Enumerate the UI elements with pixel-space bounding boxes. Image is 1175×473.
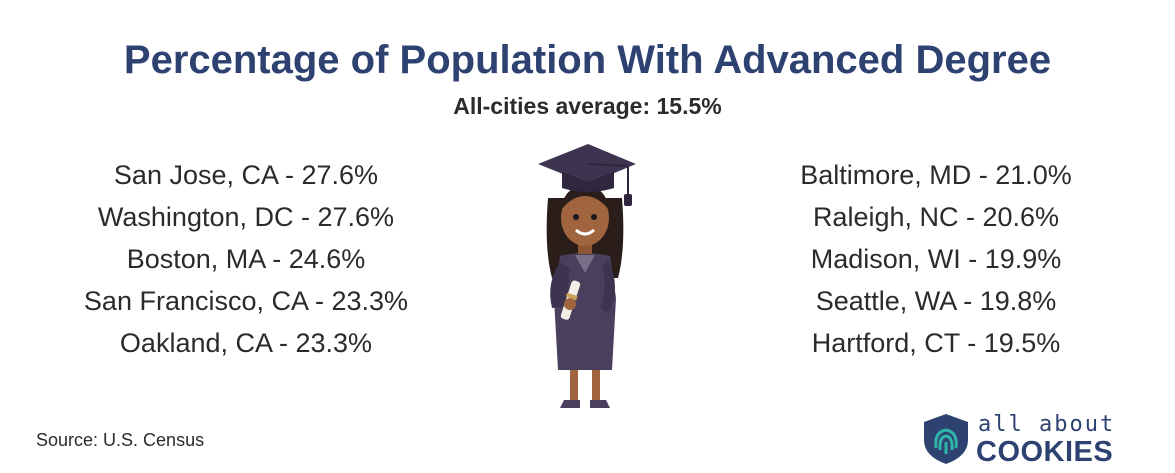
- city-stat-row: Seattle, WA - 19.8%: [815, 286, 1057, 316]
- chart-subtitle: All-cities average: 15.5%: [453, 93, 722, 119]
- city-stat-row: Madison, WI - 19.9%: [810, 244, 1062, 274]
- fingerprint-shield-icon: [924, 414, 968, 464]
- city-stat-row: Hartford, CT - 19.5%: [811, 328, 1061, 358]
- city-stat-row: Washington, DC - 27.6%: [97, 202, 395, 232]
- right-city-list: Baltimore, MD - 21.0% Raleigh, NC - 20.6%…: [726, 154, 1146, 364]
- city-stat-row: Raleigh, NC - 20.6%: [812, 202, 1060, 232]
- brand-logo: all about COOKIES: [922, 410, 1122, 468]
- city-stat-row: Boston, MA - 24.6%: [126, 244, 366, 274]
- logo-text-bottom: COOKIES: [976, 436, 1114, 468]
- city-stat-row: San Jose, CA - 27.6%: [113, 160, 379, 190]
- city-stat-row: San Francisco, CA - 23.3%: [83, 286, 409, 316]
- left-city-list: San Jose, CA - 27.6% Washington, DC - 27.…: [36, 154, 456, 364]
- logo-text-top: all about: [978, 412, 1116, 437]
- graduate-illustration: [538, 144, 636, 408]
- city-stat-row: Oakland, CA - 23.3%: [119, 328, 373, 358]
- chart-title: Percentage of Population With Advanced D…: [123, 38, 1052, 82]
- source-note: Source: U.S. Census: [36, 430, 205, 450]
- city-stat-row: Baltimore, MD - 21.0%: [800, 160, 1072, 190]
